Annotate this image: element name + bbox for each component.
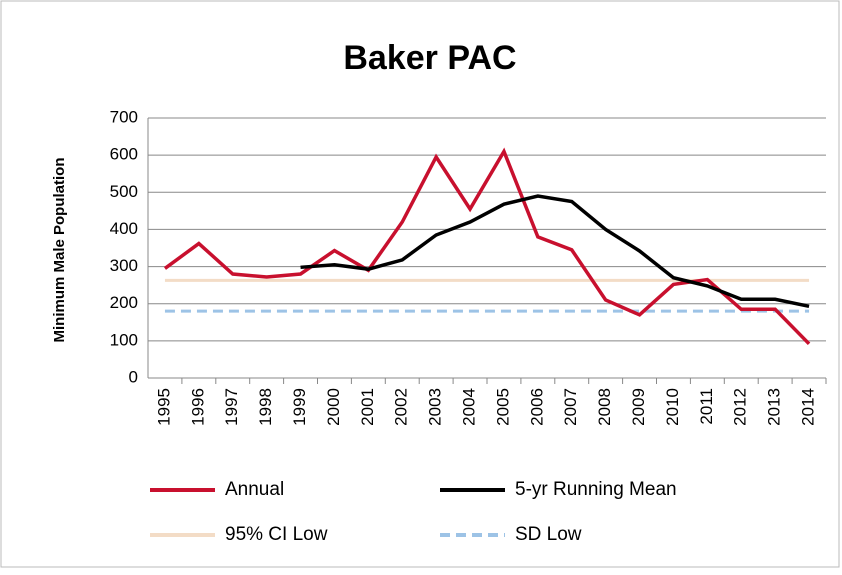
x-tick-label: 2008 <box>595 388 614 426</box>
x-tick-label: 2012 <box>731 388 750 426</box>
y-tick-label: 0 <box>129 367 138 386</box>
x-tick-label: 2013 <box>765 388 784 426</box>
y-tick-label: 600 <box>110 145 138 164</box>
chart-title: Baker PAC <box>343 39 516 77</box>
legend-label: 95% CI Low <box>225 524 328 545</box>
y-tick-label: 100 <box>110 330 138 349</box>
y-tick-label: 400 <box>110 219 138 238</box>
legend-label: Annual <box>225 479 284 500</box>
x-tick-label: 2010 <box>663 388 682 426</box>
x-tick-label: 2002 <box>392 388 411 426</box>
x-tick-label: 1996 <box>188 388 207 426</box>
x-tick-label: 2006 <box>527 388 546 426</box>
x-tick-label: 2000 <box>324 388 343 426</box>
x-tick-label: 2005 <box>493 388 512 426</box>
legend-label: SD Low <box>515 524 582 545</box>
x-tick-label: 1995 <box>154 388 173 426</box>
y-tick-label: 300 <box>110 256 138 275</box>
x-tick-label: 1998 <box>256 388 275 426</box>
x-tick-label: 2011 <box>697 388 716 425</box>
x-tick-label: 2004 <box>460 388 479 426</box>
x-tick-label: 2007 <box>561 388 580 426</box>
y-tick-label: 200 <box>110 293 138 312</box>
x-tick-label: 1999 <box>290 388 309 426</box>
series-line <box>300 194 810 309</box>
x-tick-label: 1997 <box>222 388 241 426</box>
legend-label: 5-yr Running Mean <box>515 479 677 500</box>
y-tick-label: 500 <box>110 182 138 201</box>
x-tick-label: 2003 <box>426 388 445 426</box>
series-line <box>163 147 811 346</box>
y-axis-label: Minimum Male Population <box>51 157 68 342</box>
x-tick-label: 2014 <box>799 388 818 426</box>
x-tick-label: 2001 <box>358 388 377 426</box>
x-tick-label: 2009 <box>629 388 648 426</box>
y-tick-label: 700 <box>110 107 138 126</box>
